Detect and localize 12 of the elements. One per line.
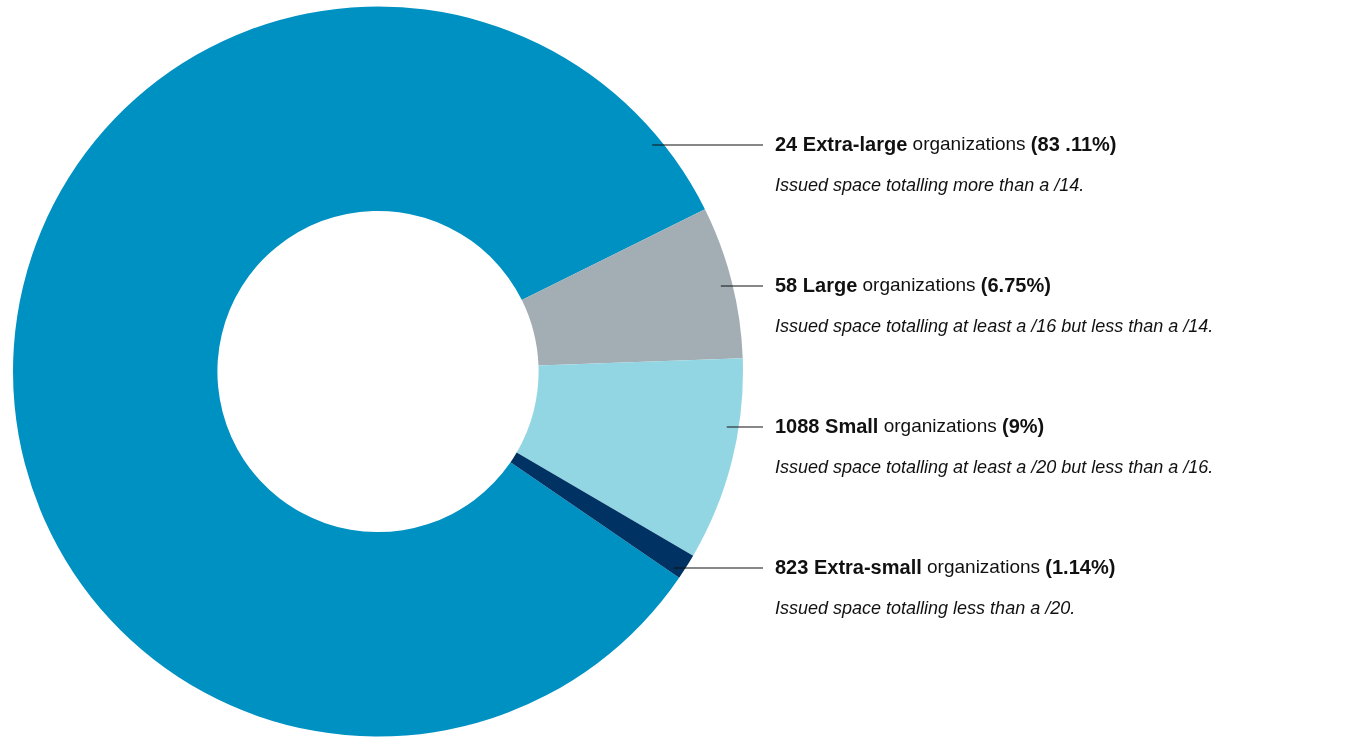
text: Issued space totalling at least a /16 but less than a /14. — [775, 316, 1214, 336]
slice-label: 1088 Small organizations — [775, 414, 997, 437]
text: Issued space totalling less than a /20. — [775, 598, 1076, 618]
data-label: (9%) — [1001, 414, 1045, 437]
data-label: (1.14%) — [1045, 555, 1116, 578]
text: Issued space totalling more than a /14. — [775, 175, 1085, 195]
slice-label: 823 Extra-small organizations — [775, 555, 1041, 578]
text: Issued space totalling at least a /20 but less than a /16. — [775, 457, 1214, 477]
slice-label: 24 Extra-large organizations — [775, 132, 1026, 155]
data-label: (83 .11%) — [1030, 132, 1117, 155]
data-label: (6.75%) — [980, 273, 1051, 296]
slice-label: 58 Large organizations — [775, 273, 976, 296]
